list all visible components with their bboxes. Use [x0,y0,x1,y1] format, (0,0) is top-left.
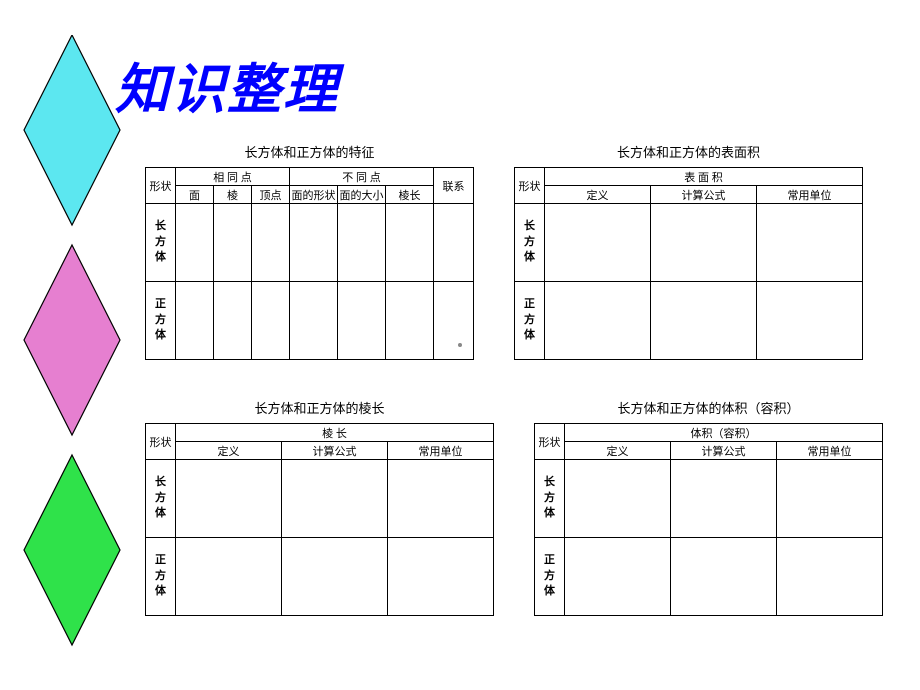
table1-block: 长方体和正方体的特征 形状相 同 点不 同 点联系面棱顶点面的形状面的大小棱长长… [145,142,474,360]
page-title: 知识整理 [115,45,339,124]
table2-title: 长方体和正方体的表面积 [514,142,863,161]
table3-block: 长方体和正方体的棱长 形状棱 长定义计算公式常用单位长方体正方体 [145,398,494,616]
tables-container: 长方体和正方体的特征 形状相 同 点不 同 点联系面棱顶点面的形状面的大小棱长长… [145,142,905,616]
table3-title: 长方体和正方体的棱长 [145,398,494,417]
table2-block: 长方体和正方体的表面积 形状表 面 积定义计算公式常用单位长方体正方体 [514,142,863,360]
table4-block: 长方体和正方体的体积（容积） 形状体积（容积）定义计算公式常用单位长方体正方体 [534,398,883,616]
table4: 形状体积（容积）定义计算公式常用单位长方体正方体 [534,423,883,616]
table2: 形状表 面 积定义计算公式常用单位长方体正方体 [514,167,863,360]
table3: 形状棱 长定义计算公式常用单位长方体正方体 [145,423,494,616]
table1-title: 长方体和正方体的特征 [145,142,474,161]
table1: 形状相 同 点不 同 点联系面棱顶点面的形状面的大小棱长长方体正方体 [145,167,474,360]
table4-title: 长方体和正方体的体积（容积） [534,398,883,417]
decorative-diamonds [20,35,130,665]
